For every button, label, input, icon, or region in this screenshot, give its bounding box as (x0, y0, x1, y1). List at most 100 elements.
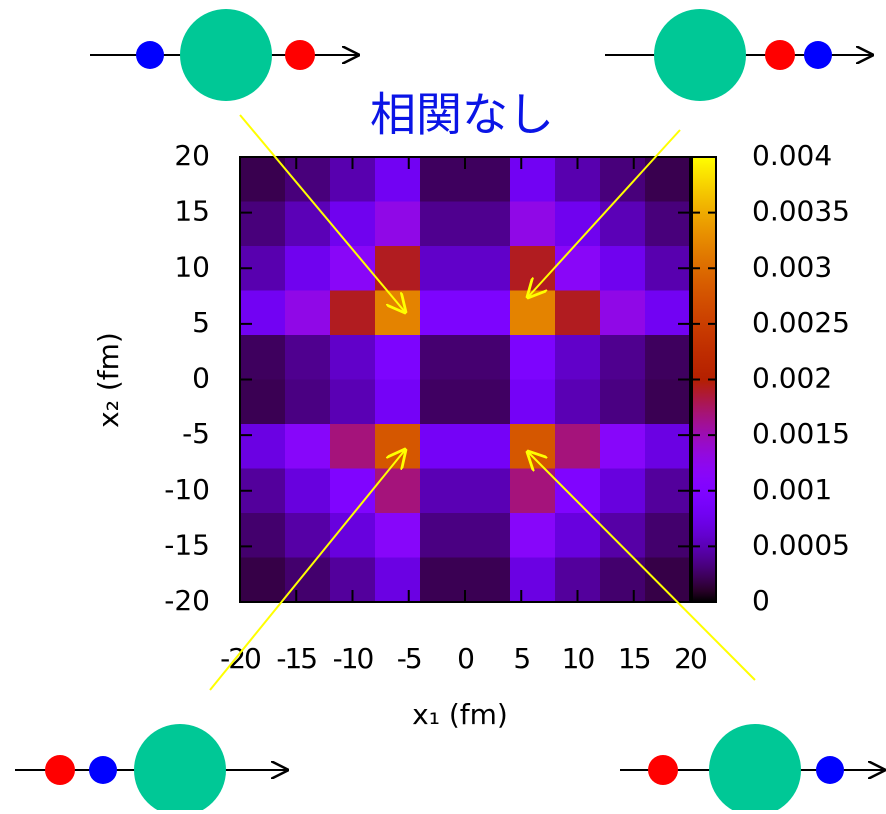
heatmap-cell (510, 157, 556, 202)
heatmap-cell (285, 290, 331, 336)
heatmap-cell (600, 290, 646, 336)
y-tick-label: 5 (192, 306, 210, 339)
diagram-bottom-right (620, 724, 884, 814)
heatmap-cell (420, 379, 466, 425)
heatmap-cell (285, 246, 331, 291)
colorbar-tick-label: 0.004 (752, 139, 832, 172)
heatmap-cell (645, 290, 691, 336)
heatmap-cell (420, 335, 466, 380)
heatmap-cell (420, 201, 466, 247)
heatmap-cell (375, 468, 421, 514)
heatmap-cell (420, 468, 466, 514)
annotation-arrow (209, 450, 405, 691)
heatmap-cell (465, 379, 511, 425)
heatmap-cell (240, 201, 286, 247)
heatmap-cell (330, 290, 376, 336)
annotation-arrow (528, 452, 756, 681)
heatmap-cell (420, 290, 466, 336)
heatmap-cell (555, 335, 601, 380)
heatmap-cell (330, 201, 376, 247)
heatmap-cell (600, 246, 646, 291)
heatmap-cell (375, 379, 421, 425)
heatmap-cell (465, 513, 511, 558)
colorbar-tick-label: 0.0035 (752, 195, 850, 228)
annotation-arrows (209, 114, 756, 691)
heatmap-cell (465, 424, 511, 469)
heatmap-cell (645, 335, 691, 380)
heatmap-cell (645, 513, 691, 558)
diagram-top-right (605, 9, 872, 101)
heatmap-cell (330, 513, 376, 558)
heatmap-cell (285, 424, 331, 469)
heatmap-cell (240, 513, 286, 558)
heatmap-cell (240, 335, 286, 380)
heatmap-cell (465, 157, 511, 202)
heatmap-cell (600, 379, 646, 425)
heatmap-cell (420, 246, 466, 291)
heatmap-cell (375, 513, 421, 558)
heatmap-cell (555, 468, 601, 514)
colorbar-tick-label: 0.0015 (752, 417, 850, 450)
heatmap-cell (510, 290, 556, 336)
heatmap-cell (240, 557, 286, 603)
y-tick-label: 10 (174, 250, 210, 283)
diagram-bottom-left (15, 724, 287, 814)
y-tick-label: 20 (174, 139, 210, 172)
y-tick-label: 0 (192, 362, 210, 395)
chart-title: 相関なし (370, 88, 554, 142)
heatmap-cell (465, 201, 511, 247)
heatmap-cell (465, 468, 511, 514)
heatmap-cell (555, 513, 601, 558)
heatmap-cell (285, 557, 331, 603)
heatmap-cell (600, 513, 646, 558)
heatmap-cell (375, 424, 421, 469)
heatmap-cell (330, 379, 376, 425)
heatmap-cell (645, 201, 691, 247)
annotation-arrow (528, 129, 681, 297)
heatmap-cell (510, 424, 556, 469)
colorbar-tick-label: 0.003 (752, 250, 832, 283)
heatmap-cell (420, 513, 466, 558)
heatmap-cell (600, 335, 646, 380)
colorbar-tick-label: 0.001 (752, 473, 832, 506)
heatmap-cell (510, 557, 556, 603)
heatmap-cell (375, 290, 421, 336)
heatmap-cell (645, 557, 691, 603)
heatmap-cell (375, 246, 421, 291)
heatmap-cell (555, 424, 601, 469)
heatmap-cell (330, 468, 376, 514)
heatmap-cell (330, 335, 376, 380)
colorbar-tick-label: 0.002 (752, 362, 832, 395)
heatmap-cell (465, 246, 511, 291)
x-tick-label: 5 (513, 642, 529, 675)
y-tick-label: -5 (182, 417, 210, 450)
heatmap-cell (510, 513, 556, 558)
heatmap-cell (510, 246, 556, 291)
heatmap-cell (645, 424, 691, 469)
heatmap-cell (510, 201, 556, 247)
heatmap-cell (510, 468, 556, 514)
y-axis-label: x₂ (fm) (92, 332, 125, 428)
heatmap-cell (375, 557, 421, 603)
heatmap-cell (555, 290, 601, 336)
heatmap-cell (600, 468, 646, 514)
heatmap-cell (420, 157, 466, 202)
heatmap-cell (465, 290, 511, 336)
heatmap-cell (375, 335, 421, 380)
x-tick-label: -10 (333, 642, 373, 675)
x-axis-label: x₁ (fm) (412, 698, 508, 731)
heatmap-cell (375, 201, 421, 247)
y-tick-label: -20 (164, 584, 210, 617)
x-tick-label: 20 (674, 642, 706, 675)
heatmap-cell (285, 379, 331, 425)
heatmap-cell (420, 424, 466, 469)
heatmap-cell (645, 379, 691, 425)
x-tick-label: -15 (276, 642, 316, 675)
heatmap-cell (285, 335, 331, 380)
heatmap-cell (240, 424, 286, 469)
heatmap-cell (285, 201, 331, 247)
heatmap-cell (555, 246, 601, 291)
heatmap-cell (555, 379, 601, 425)
plot-area: -20 -15 -10 -5 0 5 10 15 20-20-15-10-50510152000… (164, 139, 850, 675)
heatmap-cell (375, 157, 421, 202)
